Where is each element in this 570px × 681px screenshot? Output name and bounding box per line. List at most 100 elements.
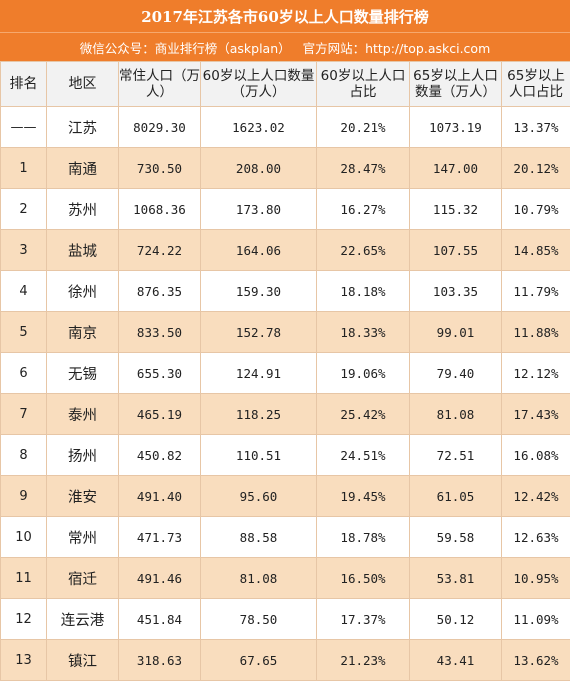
cell-population: 655.30 [119, 353, 201, 394]
cell-ratio60: 22.65% [317, 230, 410, 271]
cell-pop65: 107.55 [410, 230, 502, 271]
cell-region: 南通 [47, 148, 119, 189]
cell-pop60: 88.58 [201, 517, 317, 558]
cell-ratio65: 13.37% [502, 107, 570, 148]
cell-population: 451.84 [119, 599, 201, 640]
cell-ratio65: 17.43% [502, 394, 570, 435]
cell-rank: 13 [1, 640, 47, 681]
cell-ratio60: 18.33% [317, 312, 410, 353]
cell-region: 无锡 [47, 353, 119, 394]
cell-rank: 9 [1, 476, 47, 517]
cell-pop60: 95.60 [201, 476, 317, 517]
cell-ratio60: 19.45% [317, 476, 410, 517]
cell-ratio65: 20.12% [502, 148, 570, 189]
cell-rank: 12 [1, 599, 47, 640]
cell-rank: 10 [1, 517, 47, 558]
table-header-row: 排名 地区 常住人口（万人） 60岁以上人口数量（万人） 60岁以上人口占比 6… [1, 62, 570, 107]
cell-ratio65: 11.79% [502, 271, 570, 312]
header-population: 常住人口（万人） [119, 62, 201, 107]
title-text: 2017年江苏各市60岁以上人口数量排行榜 [141, 6, 429, 27]
cell-ratio65: 10.79% [502, 189, 570, 230]
cell-population: 833.50 [119, 312, 201, 353]
population-table: 排名 地区 常住人口（万人） 60岁以上人口数量（万人） 60岁以上人口占比 6… [0, 61, 570, 681]
cell-pop65: 115.32 [410, 189, 502, 230]
cell-pop65: 81.08 [410, 394, 502, 435]
cell-rank: 1 [1, 148, 47, 189]
cell-pop65: 61.05 [410, 476, 502, 517]
cell-population: 8029.30 [119, 107, 201, 148]
cell-pop65: 53.81 [410, 558, 502, 599]
cell-ratio60: 20.21% [317, 107, 410, 148]
cell-region: 江苏 [47, 107, 119, 148]
cell-population: 471.73 [119, 517, 201, 558]
cell-ratio65: 12.12% [502, 353, 570, 394]
cell-pop60: 152.78 [201, 312, 317, 353]
cell-pop60: 208.00 [201, 148, 317, 189]
header-ratio60: 60岁以上人口占比 [317, 62, 410, 107]
cell-population: 491.46 [119, 558, 201, 599]
cell-ratio60: 18.78% [317, 517, 410, 558]
cell-pop65: 1073.19 [410, 107, 502, 148]
cell-pop65: 147.00 [410, 148, 502, 189]
header-region: 地区 [47, 62, 119, 107]
cell-ratio60: 16.50% [317, 558, 410, 599]
cell-ratio60: 19.06% [317, 353, 410, 394]
header-rank: 排名 [1, 62, 47, 107]
header-pop65: 65岁以上人口数量（万人） [410, 62, 502, 107]
cell-region: 扬州 [47, 435, 119, 476]
cell-pop60: 110.51 [201, 435, 317, 476]
cell-ratio60: 25.42% [317, 394, 410, 435]
cell-pop65: 79.40 [410, 353, 502, 394]
cell-pop60: 1623.02 [201, 107, 317, 148]
header-pop60: 60岁以上人口数量（万人） [201, 62, 317, 107]
cell-rank: 7 [1, 394, 47, 435]
cell-ratio65: 13.62% [502, 640, 570, 681]
cell-region: 南京 [47, 312, 119, 353]
wechat-source: 微信公众号：商业排行榜（askplan） [80, 38, 291, 57]
cell-pop65: 59.58 [410, 517, 502, 558]
cell-rank: 2 [1, 189, 47, 230]
cell-region: 常州 [47, 517, 119, 558]
cell-pop60: 78.50 [201, 599, 317, 640]
cell-rank: 3 [1, 230, 47, 271]
cell-population: 730.50 [119, 148, 201, 189]
cell-pop65: 99.01 [410, 312, 502, 353]
source-line: 微信公众号：商业排行榜（askplan） 官方网站：http://top.ask… [0, 32, 570, 61]
cell-ratio65: 14.85% [502, 230, 570, 271]
cell-rank: —— [1, 107, 47, 148]
cell-rank: 11 [1, 558, 47, 599]
cell-ratio65: 11.88% [502, 312, 570, 353]
cell-ratio65: 16.08% [502, 435, 570, 476]
cell-pop65: 50.12 [410, 599, 502, 640]
cell-region: 镇江 [47, 640, 119, 681]
cell-region: 宿迁 [47, 558, 119, 599]
cell-pop60: 173.80 [201, 189, 317, 230]
cell-ratio60: 21.23% [317, 640, 410, 681]
cell-region: 苏州 [47, 189, 119, 230]
cell-population: 318.63 [119, 640, 201, 681]
cell-region: 连云港 [47, 599, 119, 640]
cell-population: 876.35 [119, 271, 201, 312]
cell-ratio65: 12.63% [502, 517, 570, 558]
cell-ratio60: 24.51% [317, 435, 410, 476]
cell-pop60: 159.30 [201, 271, 317, 312]
cell-population: 724.22 [119, 230, 201, 271]
header-ratio65: 65岁以上人口占比 [502, 62, 570, 107]
cell-ratio65: 12.42% [502, 476, 570, 517]
cell-ratio60: 18.18% [317, 271, 410, 312]
cell-pop65: 72.51 [410, 435, 502, 476]
